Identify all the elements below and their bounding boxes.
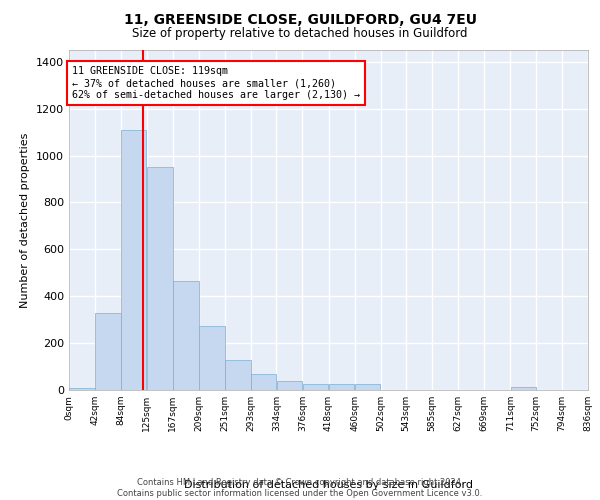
- Bar: [329, 384, 355, 390]
- Text: Size of property relative to detached houses in Guildford: Size of property relative to detached ho…: [132, 28, 468, 40]
- Bar: [173, 281, 199, 390]
- Bar: [69, 388, 95, 390]
- Bar: [225, 360, 251, 390]
- Text: 11, GREENSIDE CLOSE, GUILDFORD, GU4 7EU: 11, GREENSIDE CLOSE, GUILDFORD, GU4 7EU: [124, 12, 476, 26]
- Text: 11 GREENSIDE CLOSE: 119sqm
← 37% of detached houses are smaller (1,260)
62% of s: 11 GREENSIDE CLOSE: 119sqm ← 37% of deta…: [72, 66, 360, 100]
- Bar: [199, 326, 224, 390]
- Bar: [277, 380, 302, 390]
- Bar: [302, 384, 328, 390]
- Bar: [147, 167, 173, 390]
- Bar: [511, 387, 536, 390]
- Bar: [95, 312, 121, 390]
- Bar: [121, 130, 146, 390]
- Bar: [355, 384, 380, 390]
- Bar: [251, 374, 276, 390]
- X-axis label: Distribution of detached houses by size in Guildford: Distribution of detached houses by size …: [184, 480, 473, 490]
- Text: Contains HM Land Registry data © Crown copyright and database right 2024.
Contai: Contains HM Land Registry data © Crown c…: [118, 478, 482, 498]
- Y-axis label: Number of detached properties: Number of detached properties: [20, 132, 31, 308]
